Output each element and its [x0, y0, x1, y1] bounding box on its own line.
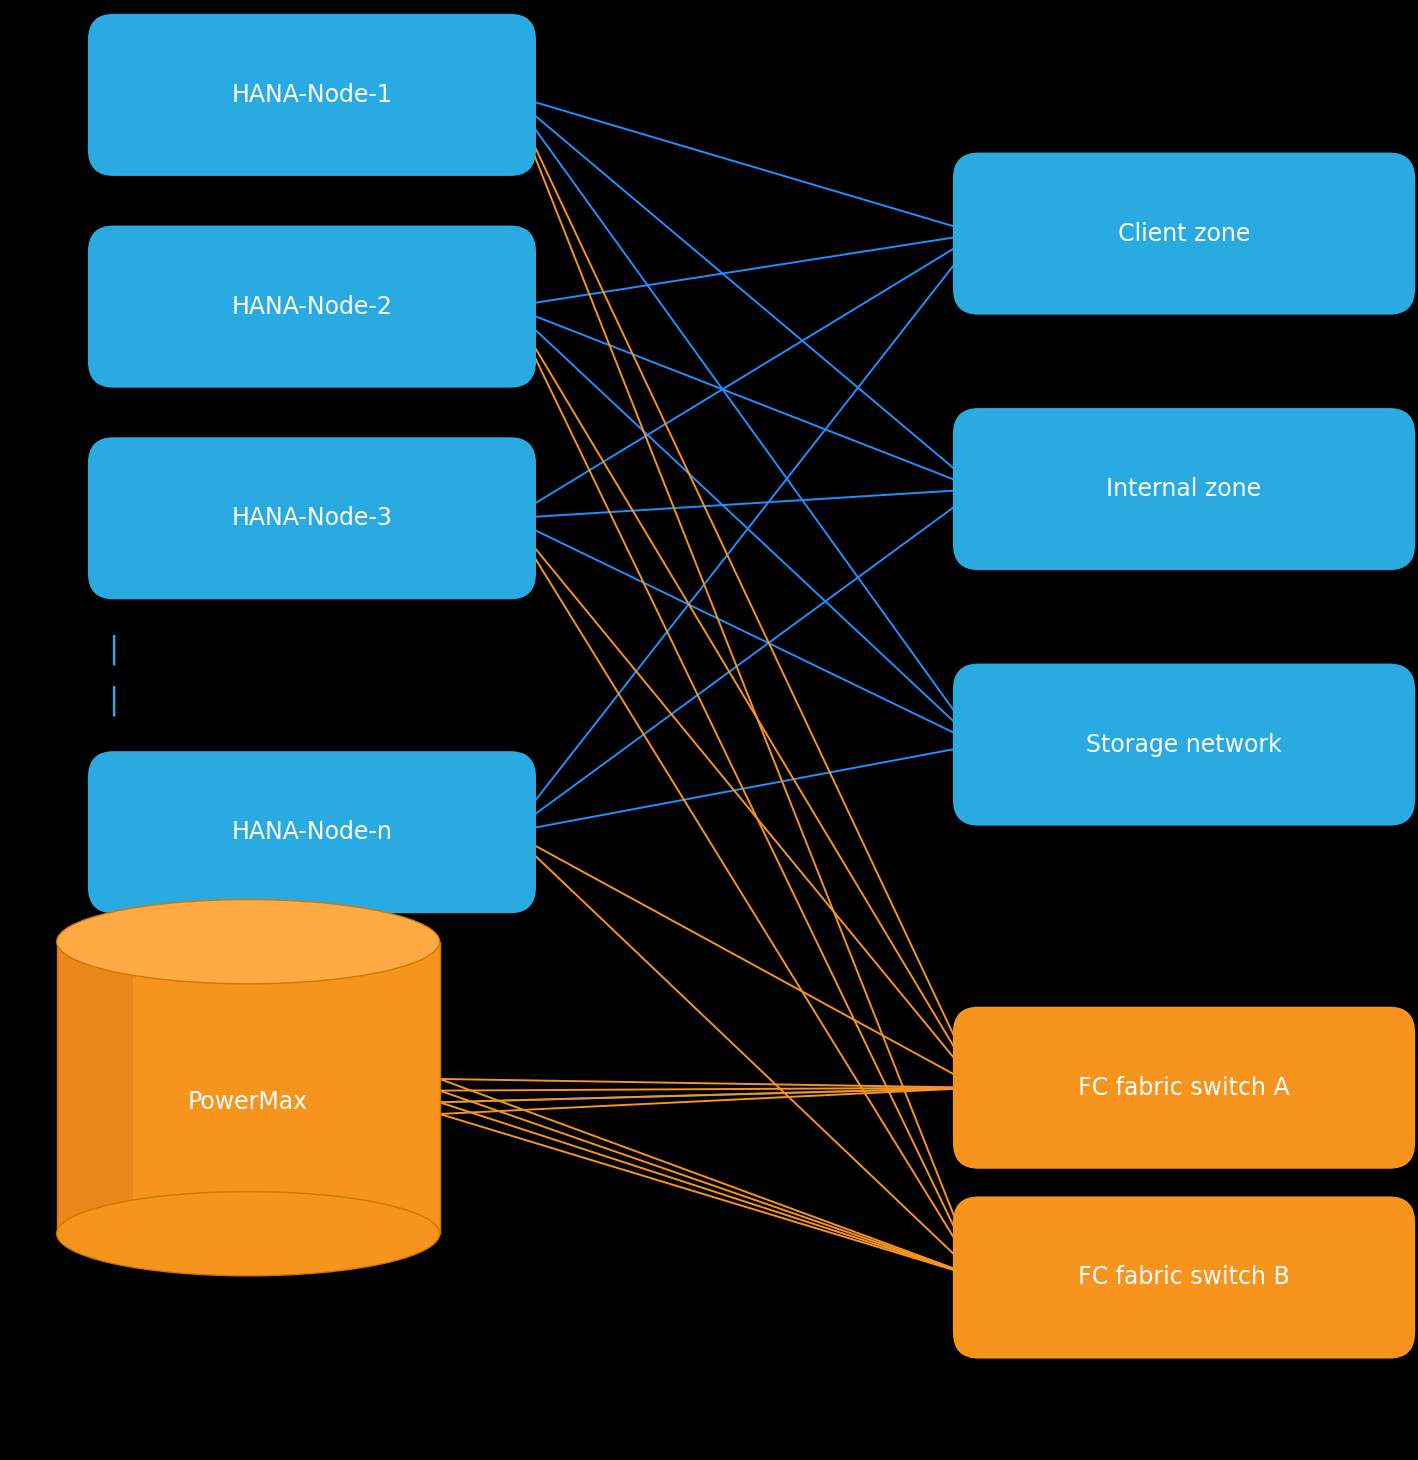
Polygon shape [57, 942, 133, 1234]
Ellipse shape [57, 1191, 440, 1276]
FancyBboxPatch shape [953, 1007, 1415, 1168]
Text: HANA-Node-1: HANA-Node-1 [231, 83, 393, 107]
FancyBboxPatch shape [953, 153, 1415, 315]
Text: Internal zone: Internal zone [1106, 477, 1262, 501]
Text: Storage network: Storage network [1086, 733, 1282, 756]
Text: HANA-Node-3: HANA-Node-3 [231, 507, 393, 530]
FancyBboxPatch shape [953, 1197, 1415, 1358]
Text: PowerMax: PowerMax [189, 1091, 308, 1114]
Text: FC fabric switch B: FC fabric switch B [1078, 1266, 1290, 1289]
FancyBboxPatch shape [88, 438, 536, 599]
Ellipse shape [57, 899, 440, 984]
Text: |: | [108, 686, 119, 715]
FancyBboxPatch shape [88, 13, 536, 175]
Text: FC fabric switch A: FC fabric switch A [1078, 1076, 1290, 1099]
FancyBboxPatch shape [953, 663, 1415, 826]
FancyBboxPatch shape [88, 752, 536, 914]
Text: |: | [108, 635, 119, 664]
Polygon shape [57, 942, 440, 1234]
Text: HANA-Node-2: HANA-Node-2 [231, 295, 393, 318]
FancyBboxPatch shape [953, 407, 1415, 569]
Text: Client zone: Client zone [1117, 222, 1251, 245]
FancyBboxPatch shape [88, 225, 536, 387]
Text: HANA-Node-n: HANA-Node-n [231, 821, 393, 844]
